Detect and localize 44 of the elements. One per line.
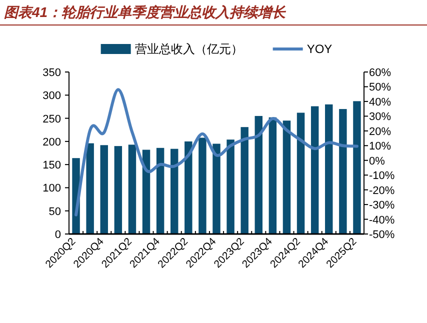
bar (86, 143, 94, 234)
bar (170, 148, 178, 234)
bar (310, 106, 319, 234)
y2-tick-label: -20% (369, 184, 395, 197)
y-tick-label: 350 (42, 67, 61, 79)
y-tick-label: 50 (48, 206, 61, 218)
bar (325, 104, 333, 234)
y-tick-label: 0 (54, 229, 61, 241)
y2-tick-label: 50% (369, 82, 392, 94)
y-tick-label: 200 (42, 136, 61, 148)
bar (296, 112, 305, 234)
y2-tick-label: 30% (369, 111, 392, 124)
bar (212, 144, 220, 234)
y-tick-label: 100 (42, 182, 61, 195)
y-tick-label: 250 (42, 113, 61, 126)
y2-tick-label: 20% (369, 126, 392, 138)
chart-title: 图表41：轮胎行业单季度营业总收入持续增长 (4, 4, 287, 20)
y2-tick-label: -10% (369, 170, 395, 182)
legend-label: 营业总收入（亿元） (134, 42, 243, 56)
bar (226, 140, 234, 234)
bar (156, 148, 164, 234)
bar (268, 117, 277, 234)
y2-tick-label: -50% (369, 229, 395, 241)
bar (282, 120, 291, 234)
bar (254, 116, 263, 234)
bar (198, 138, 206, 234)
legend-label: YOY (306, 42, 332, 56)
y2-tick-label: 40% (369, 96, 392, 108)
bar (184, 141, 192, 234)
bar (128, 144, 136, 234)
y-tick-label: 300 (42, 90, 61, 102)
y2-tick-label: 10% (369, 140, 392, 153)
bar (114, 146, 122, 234)
line-series (74, 88, 358, 216)
bar (100, 145, 108, 234)
y2-tick-label: 0% (369, 155, 386, 168)
y2-tick-label: -30% (369, 200, 395, 212)
bar (142, 150, 150, 234)
y2-tick-label: 60% (369, 67, 392, 79)
y2-tick-label: -40% (369, 214, 395, 226)
bar (339, 109, 347, 234)
bar (240, 127, 248, 234)
y-tick-label: 150 (42, 160, 61, 172)
bar (353, 101, 361, 234)
